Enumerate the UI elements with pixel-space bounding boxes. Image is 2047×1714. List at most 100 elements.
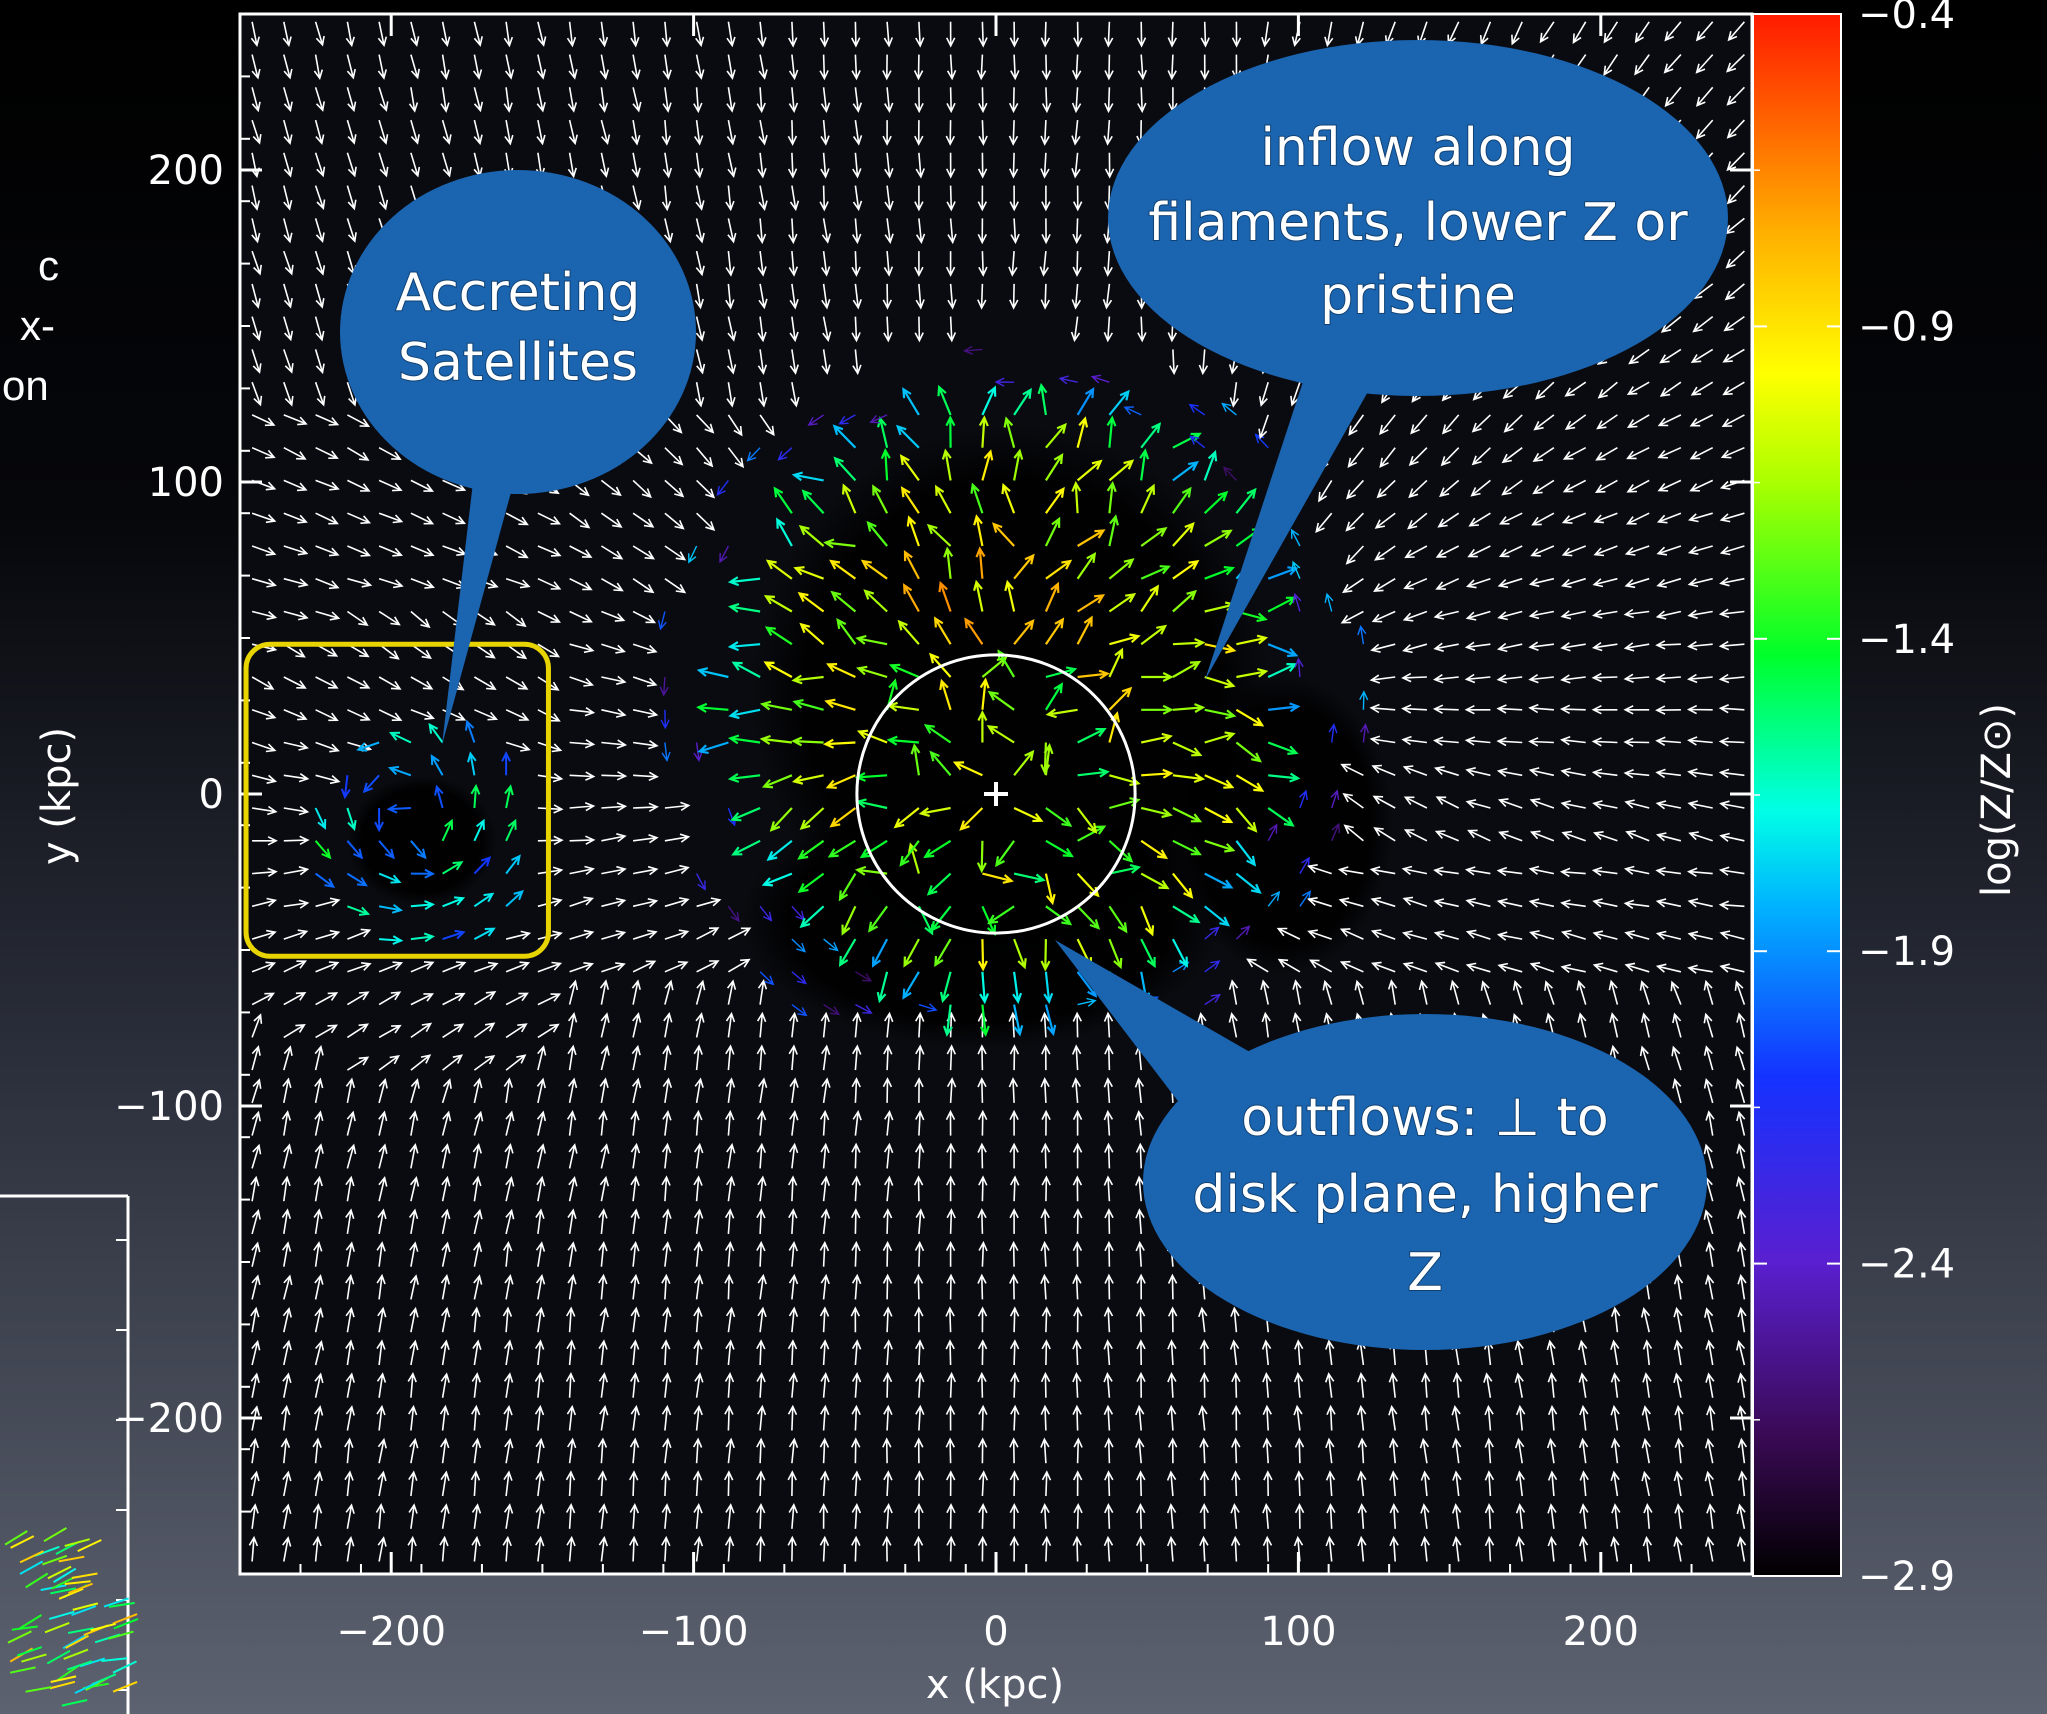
velocity-arrow: [1483, 1372, 1493, 1398]
colorbar-tick-label: −1.4: [1858, 617, 1955, 663]
velocity-arrow: [1561, 512, 1587, 524]
velocity-arrow: [1172, 589, 1198, 613]
velocity-arrow: [1140, 624, 1168, 646]
velocity-arrow: [981, 449, 994, 481]
velocity-arrow: [470, 1470, 481, 1497]
velocity-arrow: [755, 1470, 766, 1497]
velocity-arrow: [1073, 1437, 1083, 1464]
colorbar-tick-label: −2.9: [1858, 1554, 1955, 1600]
velocity-arrow: [1690, 381, 1714, 396]
velocity-arrow: [1719, 800, 1745, 810]
velocity-arrow: [694, 119, 704, 146]
velocity-arrow: [1040, 152, 1050, 179]
velocity-arrow: [694, 152, 704, 179]
velocity-arrow: [1672, 1077, 1682, 1104]
velocity-arrow: [915, 21, 925, 48]
velocity-arrow: [632, 834, 659, 844]
velocity-arrow: [979, 677, 990, 710]
velocity-arrow: [1718, 640, 1745, 651]
satellites-line-2: Satellites: [398, 333, 638, 393]
velocity-arrow: [503, 21, 514, 48]
velocity-arrow: [630, 1208, 640, 1235]
velocity-arrow: [1726, 86, 1745, 106]
velocity-arrow: [915, 1372, 925, 1398]
velocity-arrow: [946, 1044, 957, 1071]
velocity-arrow: [978, 1240, 988, 1267]
velocity-arrow: [1408, 479, 1428, 499]
velocity-arrow: [1073, 1306, 1083, 1333]
velocity-arrow: [1640, 1307, 1651, 1333]
velocity-arrow: [1293, 1372, 1304, 1398]
velocity-arrow: [1012, 971, 1023, 1005]
velocity-arrow: [346, 610, 369, 627]
velocity-arrow: [631, 119, 641, 146]
velocity-arrow: [1687, 898, 1713, 908]
velocity-arrow: [664, 929, 690, 940]
velocity-arrow: [312, 1437, 322, 1464]
velocity-arrow: [1695, 21, 1714, 42]
velocity-arrow: [282, 1536, 292, 1562]
velocity-arrow: [1465, 929, 1491, 940]
velocity-arrow: [1140, 483, 1155, 514]
velocity-arrow: [1539, 21, 1555, 44]
velocity-arrow: [1626, 446, 1650, 460]
velocity-arrow: [1496, 931, 1523, 941]
velocity-arrow: [473, 87, 484, 113]
velocity-arrow: [776, 517, 793, 547]
velocity-arrow: [1579, 1503, 1589, 1529]
velocity-arrow: [1134, 1110, 1145, 1136]
colorbar-tick-label: −0.9: [1858, 304, 1955, 350]
velocity-arrow: [757, 979, 768, 1005]
velocity-arrow: [819, 1339, 830, 1366]
velocity-arrow: [1172, 773, 1206, 784]
velocity-arrow: [345, 1273, 355, 1300]
velocity-arrow: [1204, 905, 1231, 927]
velocity-arrow: [1072, 1109, 1083, 1136]
velocity-arrow: [661, 1175, 671, 1202]
velocity-arrow: [1258, 381, 1269, 407]
velocity-arrow: [930, 905, 952, 932]
velocity-arrow: [664, 833, 691, 843]
velocity-arrow: [283, 899, 310, 909]
velocity-arrow: [1689, 446, 1714, 460]
velocity-arrow: [504, 1143, 514, 1169]
velocity-arrow: [1071, 1077, 1081, 1103]
velocity-arrow: [1009, 1240, 1019, 1267]
velocity-arrow: [820, 1470, 830, 1497]
velocity-arrow: [696, 702, 729, 713]
velocity-arrow: [1267, 890, 1281, 907]
velocity-arrow: [664, 479, 685, 498]
velocity-arrow: [727, 414, 743, 437]
velocity-arrow: [1501, 447, 1523, 464]
velocity-arrow: [1136, 1273, 1146, 1300]
velocity-arrow: [1013, 807, 1044, 823]
velocity-arrow: [1136, 1470, 1146, 1497]
velocity-arrow: [788, 1503, 798, 1529]
partial-panel-arrow: [11, 1625, 38, 1631]
velocity-arrow: [694, 283, 704, 310]
velocity-arrow: [410, 545, 435, 557]
velocity-arrow: [773, 486, 793, 514]
velocity-arrow: [695, 979, 706, 1005]
velocity-arrow: [377, 21, 388, 48]
velocity-arrow: [1655, 930, 1682, 940]
right-halo-region: [1173, 675, 1394, 976]
velocity-arrow: [692, 1470, 703, 1497]
velocity-arrow: [1040, 1077, 1050, 1103]
velocity-arrow: [251, 381, 263, 407]
partial-panel-arrow: [61, 1699, 88, 1707]
velocity-arrow: [1719, 577, 1745, 587]
velocity-arrow: [1331, 822, 1340, 842]
velocity-arrow: [695, 349, 706, 375]
velocity-arrow: [759, 734, 793, 745]
velocity-arrow: [1135, 1142, 1146, 1169]
velocity-arrow: [1199, 1535, 1209, 1562]
velocity-arrow: [859, 839, 888, 859]
velocity-arrow: [344, 1437, 354, 1464]
velocity-arrow: [378, 1024, 402, 1039]
velocity-arrow: [1437, 512, 1460, 528]
velocity-arrow: [789, 316, 799, 343]
velocity-arrow: [473, 1208, 483, 1235]
velocity-arrow: [914, 185, 924, 212]
velocity-arrow: [1695, 54, 1714, 74]
